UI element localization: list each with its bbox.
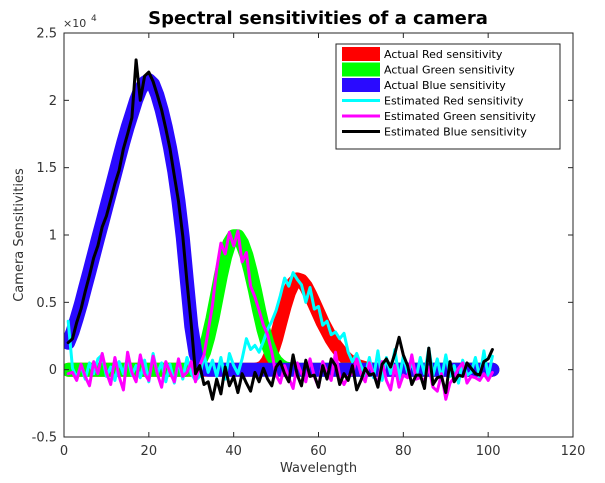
axis-ticks: 0 20 40 60 80 100 120-0.500.511.522.5 <box>32 27 586 460</box>
x-tick-label: 0 <box>60 444 68 459</box>
x-tick-label: 20 <box>141 444 158 459</box>
chart-title: Spectral sensitivities of a camera <box>148 8 488 29</box>
series-layer <box>64 58 500 401</box>
legend-entry: Estimated Blue sensitivity <box>384 126 527 139</box>
svg-text:×10: ×10 <box>63 17 86 30</box>
legend-entry: Estimated Green sensitivity <box>384 110 536 123</box>
series-line-6 <box>66 58 494 401</box>
y-axis-exponent-label: ×10 4 <box>63 14 97 30</box>
y-tick-label: 2 <box>49 94 57 109</box>
legend: Actual Red sensitivity Actual Green sensi… <box>335 43 561 150</box>
x-tick-label: 40 <box>225 444 242 459</box>
x-tick-label: 120 <box>561 444 586 459</box>
y-tick-label: 0.5 <box>36 296 57 311</box>
y-axis-label: Camera Sensitivities <box>12 168 27 302</box>
y-tick-label: 0 <box>49 363 57 378</box>
series-line-4 <box>66 271 494 385</box>
x-tick-label: 80 <box>395 444 412 459</box>
legend-entry: Estimated Red sensitivity <box>384 95 524 108</box>
x-tick-label: 60 <box>310 444 327 459</box>
x-tick-label: 100 <box>476 444 501 459</box>
y-tick-label: 1 <box>49 229 57 244</box>
y-tick-label: 2.5 <box>36 27 57 42</box>
y-tick-label: -0.5 <box>32 431 57 446</box>
legend-entry: Actual Blue sensitivity <box>384 79 506 92</box>
svg-text:4: 4 <box>91 14 97 24</box>
legend-entry: Actual Red sensitivity <box>384 48 503 61</box>
legend-entry: Actual Green sensitivity <box>384 64 515 77</box>
y-tick-label: 1.5 <box>36 161 57 176</box>
x-axis-label: Wavelength <box>280 461 357 476</box>
